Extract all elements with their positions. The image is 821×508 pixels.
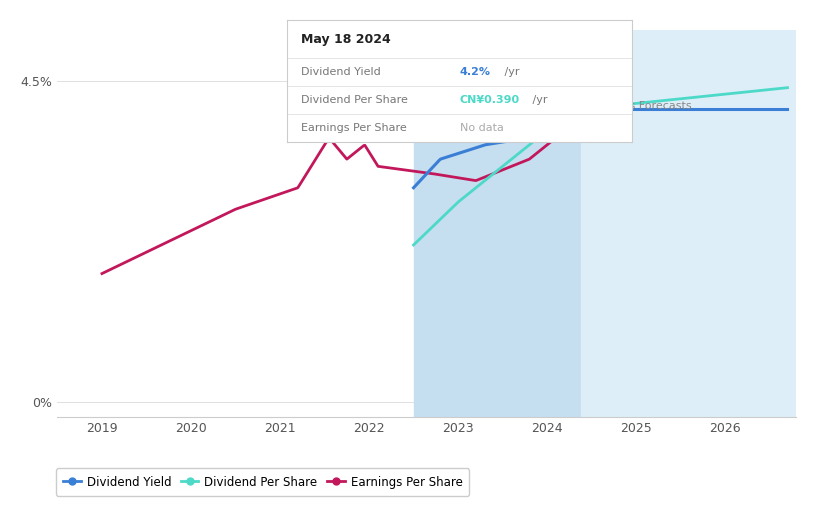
Bar [581,30,796,417]
Legend: Dividend Yield, Dividend Per Share, Earnings Per Share: Dividend Yield, Dividend Per Share, Earn… [56,468,470,496]
Text: Analysts Forecasts: Analysts Forecasts [588,101,691,111]
Text: Dividend Yield: Dividend Yield [301,67,381,77]
Text: Dividend Per Share: Dividend Per Share [301,95,408,105]
Text: Past: Past [553,101,576,111]
Bar [414,30,581,417]
Text: 4.2%: 4.2% [460,67,491,77]
Text: CN¥0.390: CN¥0.390 [460,95,520,105]
Text: May 18 2024: May 18 2024 [301,34,391,46]
Text: Earnings Per Share: Earnings Per Share [301,123,407,133]
Text: No data: No data [460,123,503,133]
Text: /yr: /yr [529,95,548,105]
Text: /yr: /yr [501,67,520,77]
